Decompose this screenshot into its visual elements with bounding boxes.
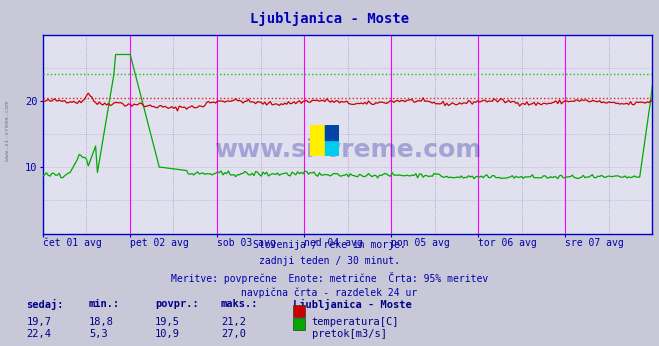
Text: 19,5: 19,5 <box>155 317 180 327</box>
Bar <box>310 125 325 156</box>
Bar <box>325 125 339 156</box>
Text: 10,9: 10,9 <box>155 329 180 339</box>
Text: sedaj:: sedaj: <box>26 299 64 310</box>
Bar <box>325 125 339 140</box>
Text: zadnji teden / 30 minut.: zadnji teden / 30 minut. <box>259 256 400 266</box>
Text: 22,4: 22,4 <box>26 329 51 339</box>
Text: 18,8: 18,8 <box>89 317 114 327</box>
Text: 19,7: 19,7 <box>26 317 51 327</box>
Text: povpr.:: povpr.: <box>155 299 198 309</box>
Text: www.si-vreme.com: www.si-vreme.com <box>214 138 481 162</box>
Text: navpična črta - razdelek 24 ur: navpična črta - razdelek 24 ur <box>241 287 418 298</box>
Text: min.:: min.: <box>89 299 120 309</box>
Text: www.si-vreme.com: www.si-vreme.com <box>5 101 11 162</box>
Text: 5,3: 5,3 <box>89 329 107 339</box>
Text: temperatura[C]: temperatura[C] <box>312 317 399 327</box>
Text: Ljubljanica - Moste: Ljubljanica - Moste <box>293 299 412 310</box>
Text: 21,2: 21,2 <box>221 317 246 327</box>
Text: Meritve: povprečne  Enote: metrične  Črta: 95% meritev: Meritve: povprečne Enote: metrične Črta:… <box>171 272 488 284</box>
Text: Slovenija / reke in morje.: Slovenija / reke in morje. <box>253 240 406 251</box>
Text: pretok[m3/s]: pretok[m3/s] <box>312 329 387 339</box>
Text: maks.:: maks.: <box>221 299 258 309</box>
Text: 27,0: 27,0 <box>221 329 246 339</box>
Text: Ljubljanica - Moste: Ljubljanica - Moste <box>250 12 409 26</box>
